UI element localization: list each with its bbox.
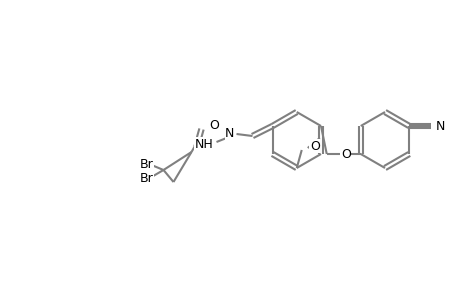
Text: O: O	[340, 148, 350, 160]
Text: NH: NH	[194, 137, 213, 151]
Text: O: O	[309, 140, 319, 152]
Text: Br: Br	[140, 172, 153, 184]
Text: O: O	[209, 118, 219, 131]
Text: Br: Br	[140, 158, 153, 170]
Text: N: N	[224, 127, 234, 140]
Text: N: N	[435, 119, 445, 133]
